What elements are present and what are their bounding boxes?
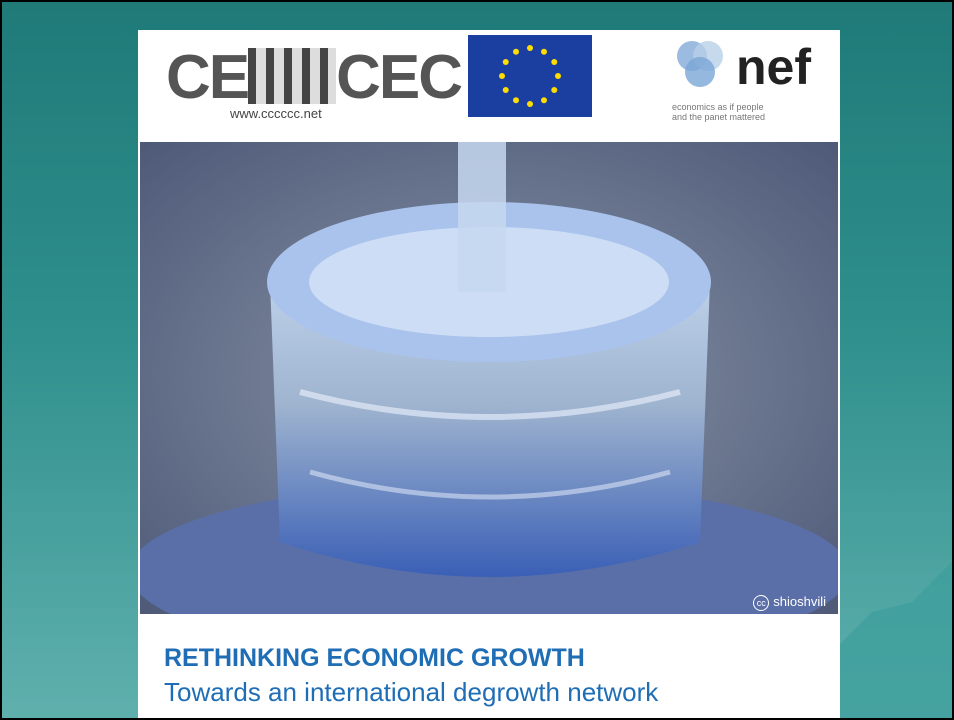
star: [502, 87, 509, 93]
star: [555, 73, 561, 79]
logo-left: CE CEC: [166, 42, 463, 113]
star: [551, 59, 558, 65]
star: [513, 97, 519, 104]
photo-credit: cc shioshvili: [753, 594, 826, 611]
star: [527, 101, 533, 107]
subtitle: Towards an international degrowth networ…: [164, 677, 659, 707]
photo: [140, 142, 838, 614]
logo-text: CE: [166, 43, 250, 112]
star: [502, 59, 509, 65]
star: [527, 45, 533, 51]
logo-text: CEC: [336, 43, 463, 112]
star: [499, 73, 505, 79]
logo-figures: [248, 48, 337, 104]
credit-name: shioshvili: [773, 594, 826, 609]
eu-flag: [468, 35, 592, 117]
tagline-line: economics as if people: [672, 102, 764, 112]
nef-logo-icon: [677, 41, 723, 87]
nef-name: nef: [736, 39, 811, 95]
license-icon: cc: [753, 595, 770, 611]
card: CE CEC www.cccccc.net nef economics as if…: [138, 30, 840, 718]
tagline-line: and the panet mattered: [672, 112, 766, 122]
star: [513, 48, 519, 55]
url: www.cccccc.net: [230, 106, 322, 121]
title: RETHINKING ECONOMIC GROWTH: [164, 644, 585, 672]
star: [541, 48, 547, 55]
star: [541, 97, 547, 104]
nef-tagline: economics as if people and the panet mat…: [672, 102, 765, 122]
star: [551, 87, 558, 93]
